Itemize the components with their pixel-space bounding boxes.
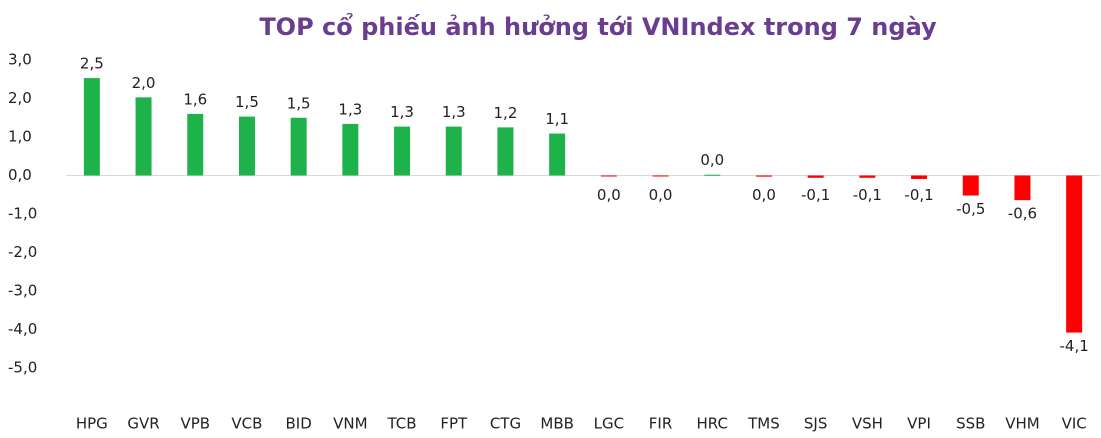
value-label: 1,1 bbox=[545, 110, 569, 128]
value-label: 1,3 bbox=[390, 103, 414, 121]
bar bbox=[187, 113, 204, 176]
bar bbox=[600, 175, 617, 177]
value-label: -4,1 bbox=[1060, 337, 1089, 355]
y-tick-label: 3,0 bbox=[8, 51, 32, 69]
x-tick-label: SJS bbox=[804, 415, 827, 433]
x-tick-label: HPG bbox=[76, 415, 108, 433]
bar bbox=[238, 116, 255, 176]
value-label: -0,1 bbox=[904, 186, 933, 204]
bar bbox=[704, 174, 721, 176]
x-tick-label: HRC bbox=[697, 415, 728, 433]
bar bbox=[911, 175, 928, 179]
x-tick-label: SSB bbox=[956, 415, 985, 433]
bar bbox=[652, 175, 669, 177]
bar bbox=[290, 117, 307, 176]
y-tick-label: -2,0 bbox=[8, 243, 37, 261]
value-label: -0,5 bbox=[956, 200, 985, 218]
y-tick-label: -4,0 bbox=[8, 320, 37, 338]
value-label: 2,5 bbox=[80, 55, 104, 73]
x-tick-label: GVR bbox=[127, 415, 159, 433]
x-tick-label: TMS bbox=[747, 415, 780, 433]
bar bbox=[1014, 175, 1031, 201]
value-label: 1,3 bbox=[338, 100, 362, 118]
y-tick-label: 1,0 bbox=[8, 128, 32, 146]
y-tick-label: 2,0 bbox=[8, 89, 32, 107]
value-label: 1,3 bbox=[442, 103, 466, 121]
bar bbox=[755, 175, 772, 177]
bar bbox=[497, 127, 514, 176]
value-label: -0,6 bbox=[1008, 205, 1037, 223]
x-tick-label: VNM bbox=[333, 415, 367, 433]
bar bbox=[135, 97, 152, 176]
bar bbox=[445, 126, 462, 176]
x-tick-label: CTG bbox=[490, 415, 521, 433]
x-tick-label: VSH bbox=[852, 415, 883, 433]
bar bbox=[807, 175, 824, 178]
y-tick-label: -1,0 bbox=[8, 205, 37, 223]
x-tick-label: BID bbox=[286, 415, 312, 433]
x-tick-label: VPI bbox=[907, 415, 931, 433]
x-tick-label: VCB bbox=[231, 415, 262, 433]
x-tick-label: LGC bbox=[594, 415, 624, 433]
x-tick-label: VIC bbox=[1062, 415, 1087, 433]
x-tick-label: TCB bbox=[387, 415, 417, 433]
value-label: 1,6 bbox=[183, 90, 207, 108]
bar bbox=[1066, 175, 1083, 333]
y-tick-label: 0,0 bbox=[8, 166, 32, 184]
x-tick-label: MBB bbox=[540, 415, 574, 433]
value-label: 0,0 bbox=[752, 186, 776, 204]
bar bbox=[83, 78, 100, 176]
bar bbox=[394, 126, 411, 176]
bar bbox=[962, 175, 979, 196]
value-label: 1,5 bbox=[235, 93, 259, 111]
value-label: 2,0 bbox=[132, 74, 156, 92]
value-label: 0,0 bbox=[700, 151, 724, 169]
value-label: -0,1 bbox=[801, 186, 830, 204]
chart-title: TOP cổ phiếu ảnh hưởng tới VNIndex trong… bbox=[259, 11, 937, 41]
y-tick-label: -3,0 bbox=[8, 282, 37, 300]
bar bbox=[859, 175, 876, 178]
value-label: 0,0 bbox=[597, 186, 621, 204]
x-tick-label: VPB bbox=[180, 415, 210, 433]
value-label: 1,5 bbox=[287, 94, 311, 112]
value-label: 1,2 bbox=[494, 104, 518, 122]
y-tick-label: -5,0 bbox=[8, 359, 37, 377]
bar bbox=[342, 123, 359, 176]
x-tick-label: VHM bbox=[1005, 415, 1039, 433]
bar bbox=[549, 133, 566, 176]
x-tick-label: FIR bbox=[649, 415, 672, 433]
value-label: -0,1 bbox=[853, 186, 882, 204]
x-tick-label: FPT bbox=[440, 415, 468, 433]
value-label: 0,0 bbox=[649, 186, 673, 204]
